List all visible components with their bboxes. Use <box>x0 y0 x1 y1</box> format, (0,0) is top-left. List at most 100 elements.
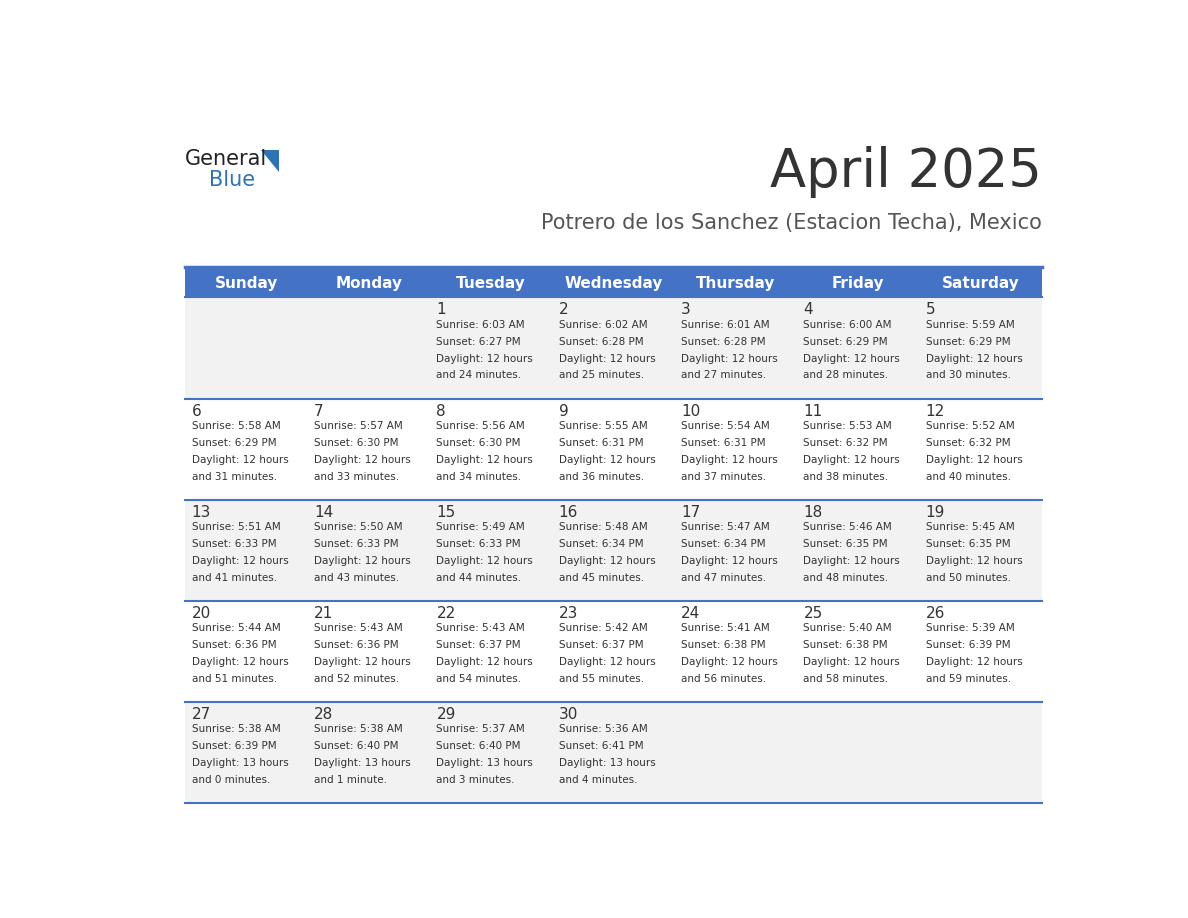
Text: Saturday: Saturday <box>942 275 1019 291</box>
Bar <box>185 499 1042 600</box>
Bar <box>185 269 1042 297</box>
Text: Wednesday: Wednesday <box>564 275 663 291</box>
Text: 24: 24 <box>681 606 700 621</box>
Bar <box>185 701 1042 803</box>
Text: Sunrise: 5:48 AM: Sunrise: 5:48 AM <box>558 522 647 532</box>
Text: Sunset: 6:28 PM: Sunset: 6:28 PM <box>558 337 644 347</box>
Text: Daylight: 12 hours: Daylight: 12 hours <box>436 353 533 364</box>
Text: Sunrise: 5:38 AM: Sunrise: 5:38 AM <box>191 724 280 734</box>
Text: Sunrise: 5:50 AM: Sunrise: 5:50 AM <box>314 522 403 532</box>
Text: and 54 minutes.: and 54 minutes. <box>436 674 522 684</box>
Text: 26: 26 <box>925 606 946 621</box>
Text: Daylight: 12 hours: Daylight: 12 hours <box>436 657 533 666</box>
Text: Sunrise: 5:43 AM: Sunrise: 5:43 AM <box>436 623 525 633</box>
Bar <box>185 297 1042 398</box>
Text: Sunset: 6:30 PM: Sunset: 6:30 PM <box>314 438 399 448</box>
Text: Sunrise: 5:52 AM: Sunrise: 5:52 AM <box>925 421 1015 431</box>
Text: 14: 14 <box>314 505 334 520</box>
Text: 17: 17 <box>681 505 700 520</box>
Text: Monday: Monday <box>335 275 403 291</box>
Text: Daylight: 13 hours: Daylight: 13 hours <box>314 758 411 768</box>
Text: 8: 8 <box>436 404 446 419</box>
Text: Sunset: 6:40 PM: Sunset: 6:40 PM <box>314 741 399 751</box>
Text: and 45 minutes.: and 45 minutes. <box>558 573 644 583</box>
Text: 1: 1 <box>436 302 446 318</box>
Text: Sunset: 6:31 PM: Sunset: 6:31 PM <box>558 438 644 448</box>
Text: Daylight: 12 hours: Daylight: 12 hours <box>436 555 533 565</box>
Text: Daylight: 12 hours: Daylight: 12 hours <box>681 353 778 364</box>
Text: Daylight: 12 hours: Daylight: 12 hours <box>558 555 656 565</box>
Text: Daylight: 12 hours: Daylight: 12 hours <box>191 454 289 465</box>
Text: and 37 minutes.: and 37 minutes. <box>681 472 766 482</box>
Text: 11: 11 <box>803 404 822 419</box>
Text: Daylight: 12 hours: Daylight: 12 hours <box>803 555 901 565</box>
Text: 29: 29 <box>436 707 456 722</box>
Text: 18: 18 <box>803 505 822 520</box>
Text: Sunset: 6:27 PM: Sunset: 6:27 PM <box>436 337 522 347</box>
Text: Sunset: 6:33 PM: Sunset: 6:33 PM <box>436 539 522 549</box>
Text: Sunrise: 5:57 AM: Sunrise: 5:57 AM <box>314 421 403 431</box>
Text: Sunrise: 5:51 AM: Sunrise: 5:51 AM <box>191 522 280 532</box>
Text: Daylight: 12 hours: Daylight: 12 hours <box>925 555 1023 565</box>
Text: 27: 27 <box>191 707 211 722</box>
Text: Sunday: Sunday <box>215 275 278 291</box>
Text: Sunrise: 5:54 AM: Sunrise: 5:54 AM <box>681 421 770 431</box>
Text: Sunrise: 6:01 AM: Sunrise: 6:01 AM <box>681 320 770 330</box>
Text: Daylight: 12 hours: Daylight: 12 hours <box>558 454 656 465</box>
Text: Sunrise: 5:53 AM: Sunrise: 5:53 AM <box>803 421 892 431</box>
Text: Sunrise: 5:40 AM: Sunrise: 5:40 AM <box>803 623 892 633</box>
Text: and 36 minutes.: and 36 minutes. <box>558 472 644 482</box>
Text: and 30 minutes.: and 30 minutes. <box>925 371 1011 380</box>
Text: and 0 minutes.: and 0 minutes. <box>191 775 270 785</box>
Text: and 55 minutes.: and 55 minutes. <box>558 674 644 684</box>
Text: 22: 22 <box>436 606 456 621</box>
Text: Sunset: 6:37 PM: Sunset: 6:37 PM <box>436 640 522 650</box>
Text: Sunrise: 5:55 AM: Sunrise: 5:55 AM <box>558 421 647 431</box>
Text: Sunset: 6:35 PM: Sunset: 6:35 PM <box>803 539 887 549</box>
Text: and 33 minutes.: and 33 minutes. <box>314 472 399 482</box>
Text: and 25 minutes.: and 25 minutes. <box>558 371 644 380</box>
Text: 25: 25 <box>803 606 822 621</box>
Text: Daylight: 12 hours: Daylight: 12 hours <box>925 657 1023 666</box>
Text: Daylight: 12 hours: Daylight: 12 hours <box>925 353 1023 364</box>
Text: Sunrise: 5:39 AM: Sunrise: 5:39 AM <box>925 623 1015 633</box>
Text: Daylight: 12 hours: Daylight: 12 hours <box>314 454 411 465</box>
Text: and 51 minutes.: and 51 minutes. <box>191 674 277 684</box>
Text: Potrero de los Sanchez (Estacion Techa), Mexico: Potrero de los Sanchez (Estacion Techa),… <box>541 213 1042 232</box>
Text: Sunrise: 5:43 AM: Sunrise: 5:43 AM <box>314 623 403 633</box>
Text: and 52 minutes.: and 52 minutes. <box>314 674 399 684</box>
Text: and 38 minutes.: and 38 minutes. <box>803 472 889 482</box>
Text: Sunset: 6:36 PM: Sunset: 6:36 PM <box>191 640 277 650</box>
Text: and 34 minutes.: and 34 minutes. <box>436 472 522 482</box>
Text: Tuesday: Tuesday <box>456 275 526 291</box>
Text: Sunset: 6:37 PM: Sunset: 6:37 PM <box>558 640 644 650</box>
Text: General: General <box>185 149 267 169</box>
Text: Thursday: Thursday <box>696 275 776 291</box>
Text: Sunset: 6:29 PM: Sunset: 6:29 PM <box>191 438 277 448</box>
Text: Daylight: 12 hours: Daylight: 12 hours <box>191 555 289 565</box>
Text: Sunset: 6:31 PM: Sunset: 6:31 PM <box>681 438 766 448</box>
Text: and 59 minutes.: and 59 minutes. <box>925 674 1011 684</box>
Text: Sunrise: 5:41 AM: Sunrise: 5:41 AM <box>681 623 770 633</box>
Text: 23: 23 <box>558 606 579 621</box>
Text: Sunset: 6:28 PM: Sunset: 6:28 PM <box>681 337 766 347</box>
Text: and 3 minutes.: and 3 minutes. <box>436 775 514 785</box>
Text: Sunset: 6:41 PM: Sunset: 6:41 PM <box>558 741 644 751</box>
Text: Sunset: 6:36 PM: Sunset: 6:36 PM <box>314 640 399 650</box>
Bar <box>185 398 1042 499</box>
Text: Sunset: 6:38 PM: Sunset: 6:38 PM <box>803 640 887 650</box>
Text: Sunrise: 5:46 AM: Sunrise: 5:46 AM <box>803 522 892 532</box>
Text: 6: 6 <box>191 404 202 419</box>
Text: and 50 minutes.: and 50 minutes. <box>925 573 1011 583</box>
Text: Daylight: 12 hours: Daylight: 12 hours <box>191 657 289 666</box>
Text: and 40 minutes.: and 40 minutes. <box>925 472 1011 482</box>
Text: Sunrise: 5:44 AM: Sunrise: 5:44 AM <box>191 623 280 633</box>
Text: 5: 5 <box>925 302 935 318</box>
Text: Sunset: 6:33 PM: Sunset: 6:33 PM <box>314 539 399 549</box>
Text: Daylight: 12 hours: Daylight: 12 hours <box>803 454 901 465</box>
Text: Sunrise: 6:00 AM: Sunrise: 6:00 AM <box>803 320 892 330</box>
Text: Sunset: 6:39 PM: Sunset: 6:39 PM <box>191 741 277 751</box>
Bar <box>185 600 1042 701</box>
Text: Sunset: 6:30 PM: Sunset: 6:30 PM <box>436 438 520 448</box>
Text: 4: 4 <box>803 302 813 318</box>
